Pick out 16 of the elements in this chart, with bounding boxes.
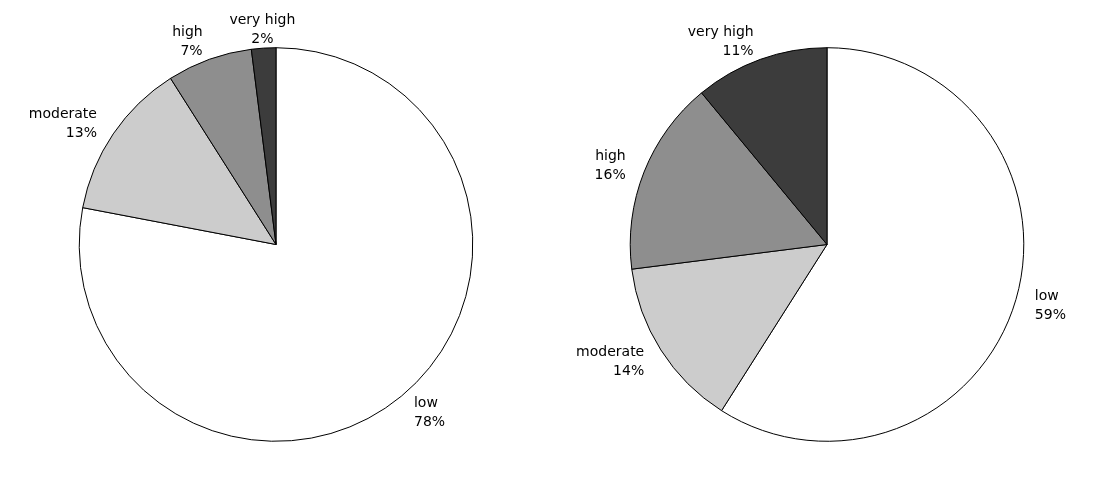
slice-label: low — [1034, 287, 1059, 304]
slice-label: high — [595, 147, 626, 164]
data-label: 59% — [1034, 306, 1066, 323]
data-label: 11% — [722, 42, 754, 59]
slice-label: high — [172, 23, 203, 40]
data-label: 7% — [180, 42, 203, 59]
data-label: 13% — [65, 124, 97, 141]
data-label: 78% — [413, 412, 446, 429]
data-label: 14% — [613, 362, 645, 379]
slice-label: very high — [229, 10, 296, 27]
data-label: 16% — [594, 166, 626, 183]
data-label: 2% — [251, 30, 274, 47]
slice-label: low — [413, 393, 438, 410]
slice-label: very high — [687, 23, 754, 40]
slice-label: moderate — [576, 342, 645, 359]
slice-label: moderate — [28, 105, 97, 122]
